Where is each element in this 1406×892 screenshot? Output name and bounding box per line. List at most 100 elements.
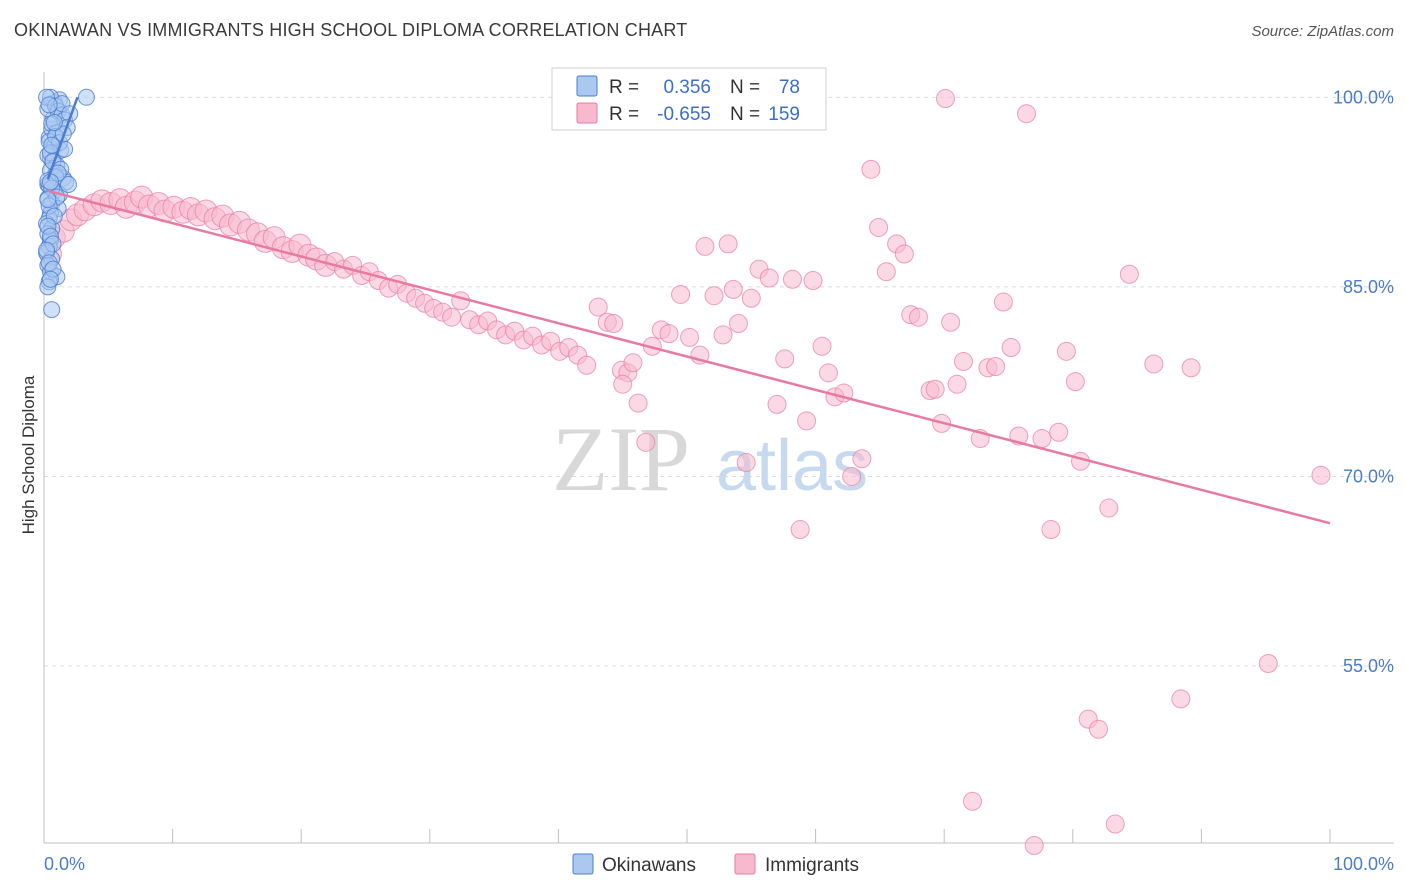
immigrant-point-99 <box>842 466 862 486</box>
immigrant-point-122 <box>1017 104 1037 124</box>
immigrant-point-88 <box>759 268 779 288</box>
bottom-legend-swatch-okinawans <box>572 853 594 875</box>
immigrant-point-114 <box>953 351 973 371</box>
immigrant-point-103 <box>876 262 896 282</box>
immigrant-point-72 <box>636 432 656 452</box>
x-tick-label-0: 0.0% <box>44 854 85 874</box>
immigrant-point-70 <box>623 353 643 373</box>
immigrant-point-83 <box>723 279 743 299</box>
trend-lines <box>46 96 1331 525</box>
immigrant-point-131 <box>1089 719 1109 739</box>
okinawans-trend-line <box>46 96 79 180</box>
y-axis-label: High School Diploma <box>19 375 38 534</box>
okinawan-point-9 <box>77 88 95 106</box>
immigrant-point-137 <box>1181 358 1201 378</box>
immigrant-point-85 <box>736 453 756 473</box>
immigrant-point-119 <box>993 292 1013 312</box>
immigrant-point-64 <box>588 297 608 317</box>
immigrant-point-89 <box>767 394 787 414</box>
x-tick-label-100: 100.0% <box>1333 854 1394 874</box>
gridlines <box>44 96 1394 667</box>
immigrant-point-107 <box>908 307 928 327</box>
immigrant-point-132 <box>1099 498 1119 518</box>
immigrant-point-113 <box>947 374 967 394</box>
immigrant-point-102 <box>869 217 889 237</box>
legend-frame <box>551 67 827 131</box>
immigrant-point-81 <box>713 325 733 345</box>
immigrant-point-84 <box>728 314 748 334</box>
legend-box: R = 0.356 N = 78 R = -0.655 N = 159 <box>551 67 827 131</box>
okinawan-point-75 <box>40 96 58 114</box>
bottom-legend-label-immigrants: Immigrants <box>765 855 859 876</box>
immigrant-point-95 <box>812 336 832 356</box>
y-tick-label-3: 55.0% <box>1343 656 1394 676</box>
immigrant-point-76 <box>671 284 691 304</box>
immigrant-point-120 <box>1001 338 1021 358</box>
immigrant-point-123 <box>1024 836 1044 856</box>
immigrant-point-94 <box>803 271 823 291</box>
immigrant-point-77 <box>680 327 700 347</box>
immigrant-point-93 <box>797 411 817 431</box>
immigrant-point-69 <box>613 374 633 394</box>
legend-swatch-okinawans <box>576 75 598 97</box>
immigrants-trend-line <box>47 189 1331 525</box>
immigrants-points <box>38 89 1331 856</box>
immigrant-point-80 <box>704 286 724 306</box>
y-tick-label-2: 70.0% <box>1343 466 1394 486</box>
legend-n-value-okinawans: 78 <box>779 77 800 98</box>
okinawan-point-74 <box>45 114 63 132</box>
immigrant-point-125 <box>1041 520 1061 540</box>
immigrant-point-133 <box>1105 814 1125 834</box>
immigrant-point-91 <box>782 269 802 289</box>
immigrant-point-115 <box>962 791 982 811</box>
immigrant-point-86 <box>741 288 761 308</box>
immigrant-point-134 <box>1119 264 1139 284</box>
y-tick-label-1: 85.0% <box>1343 277 1394 297</box>
watermark-zip: ZIP <box>552 408 690 510</box>
immigrant-point-135 <box>1144 354 1164 374</box>
legend-r-label-okinawans: R = <box>609 77 639 98</box>
legend-r-value-okinawans: 0.356 <box>663 77 711 98</box>
bottom-legend-swatch-immigrants <box>734 853 756 875</box>
okinawan-point-70 <box>41 270 59 288</box>
immigrant-point-79 <box>695 236 715 256</box>
immigrant-point-63 <box>577 355 597 375</box>
legend-r-label-immigrants: R = <box>609 104 639 125</box>
immigrant-point-126 <box>1049 422 1069 442</box>
legend-n-label-okinawans: N = <box>730 77 760 98</box>
chart-title: OKINAWAN VS IMMIGRANTS HIGH SCHOOL DIPLO… <box>14 20 688 40</box>
bottom-legend-label-okinawans: Okinawans <box>602 855 696 876</box>
immigrant-point-105 <box>894 244 914 264</box>
legend-swatch-immigrants <box>576 102 598 124</box>
immigrant-point-112 <box>941 312 961 332</box>
okinawan-point-47 <box>43 301 61 319</box>
immigrant-point-90 <box>775 349 795 369</box>
x-ticks <box>172 829 1331 843</box>
immigrant-point-111 <box>935 89 955 109</box>
legend-n-label-immigrants: N = <box>730 104 760 125</box>
immigrant-point-66 <box>604 314 624 334</box>
bottom-legend: Okinawans Immigrants <box>572 853 859 876</box>
immigrant-point-49 <box>451 291 471 311</box>
watermark: ZIP atlas <box>552 408 868 510</box>
immigrant-point-138 <box>1258 654 1278 674</box>
immigrant-point-100 <box>852 449 872 469</box>
okinawan-point-77 <box>41 173 59 191</box>
okinawans-points <box>38 88 95 319</box>
okinawan-point-71 <box>39 191 57 209</box>
immigrant-point-96 <box>818 363 838 383</box>
immigrant-point-109 <box>925 379 945 399</box>
immigrant-point-92 <box>790 520 810 540</box>
immigrant-point-48 <box>442 307 462 327</box>
legend-r-value-immigrants: -0.655 <box>657 104 711 125</box>
immigrant-point-101 <box>861 159 881 179</box>
immigrant-point-128 <box>1065 372 1085 392</box>
y-tick-label-0: 100.0% <box>1333 87 1394 107</box>
immigrant-point-71 <box>628 393 648 413</box>
immigrant-point-82 <box>718 234 738 254</box>
immigrant-point-127 <box>1056 341 1076 361</box>
immigrant-point-139 <box>1311 465 1331 485</box>
legend-n-value-immigrants: 159 <box>768 104 800 125</box>
immigrant-point-118 <box>986 356 1006 376</box>
